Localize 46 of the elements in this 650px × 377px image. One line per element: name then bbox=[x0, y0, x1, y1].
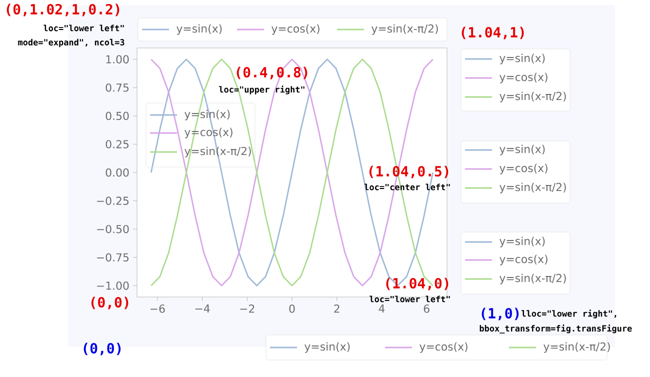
text: y=sin(x-π/2) bbox=[544, 342, 610, 353]
y-tick-label: −1.00 bbox=[97, 282, 129, 290]
annotation: (1.04,0.5) bbox=[369, 166, 448, 178]
text: (0,0) bbox=[84, 342, 121, 356]
y-tick-label: 1.00 bbox=[106, 55, 129, 64]
x-tick-label: 0 bbox=[289, 304, 295, 313]
y-tick-label: −0.50 bbox=[97, 224, 129, 234]
text: y=sin(x-π/2) bbox=[500, 274, 566, 284]
text: y=sin(x) bbox=[500, 54, 545, 64]
annotation: (0.4,0.8) bbox=[236, 66, 308, 80]
text: loc="lower left" bbox=[44, 24, 124, 32]
y-tick-label: −0.25 bbox=[97, 196, 129, 205]
x-tick-label: 2 bbox=[334, 304, 340, 313]
y-tick-label: 0.00 bbox=[106, 168, 129, 177]
text: y=cos(x) bbox=[500, 254, 548, 266]
text: bbox_transform=fig.transFigure bbox=[480, 324, 632, 334]
text: y=sin(x) bbox=[500, 144, 545, 156]
text: mode="expand", ncol=3 bbox=[18, 38, 124, 48]
x-tick-label: −4 bbox=[195, 304, 210, 313]
text: y=sin(x) bbox=[304, 342, 350, 353]
text: y=sin(x-π/2) bbox=[372, 24, 438, 35]
x-tick-label: −6 bbox=[150, 304, 165, 313]
x-tick-label: 4 bbox=[378, 304, 385, 313]
annotation: (1.04,0) bbox=[386, 278, 448, 290]
x-tick-label: −2 bbox=[240, 304, 254, 313]
annotation: loc="upper right" bbox=[219, 86, 304, 94]
text: y=sin(x) bbox=[176, 24, 222, 35]
y-tick-label: 0.75 bbox=[106, 83, 129, 92]
text: y=sin(x-π/2) bbox=[500, 92, 566, 102]
text: y=sin(x) bbox=[500, 236, 545, 248]
text: lloc="lower right", bbox=[522, 310, 616, 318]
text: (0,1.02,1,0.2) bbox=[6, 4, 120, 16]
annotation: loc="lower left" bbox=[370, 296, 450, 302]
annotation: loc="center left" bbox=[364, 184, 450, 190]
text: (1,0) bbox=[482, 308, 519, 320]
x-tick-label: 6 bbox=[424, 304, 430, 313]
text: y=cos(x) bbox=[272, 24, 320, 35]
y-tick-label: −0.75 bbox=[97, 253, 129, 262]
text: y=sin(x-π/2) bbox=[500, 182, 566, 194]
text: y=cos(x) bbox=[500, 164, 548, 174]
text: y=cos(x) bbox=[500, 72, 548, 84]
y-tick-label: 0.25 bbox=[106, 140, 129, 148]
text: (0,0) bbox=[91, 296, 128, 310]
text: y=cos(x) bbox=[420, 342, 468, 353]
text: (1.04,1) bbox=[462, 26, 524, 40]
y-tick-label: 0.50 bbox=[106, 112, 129, 120]
